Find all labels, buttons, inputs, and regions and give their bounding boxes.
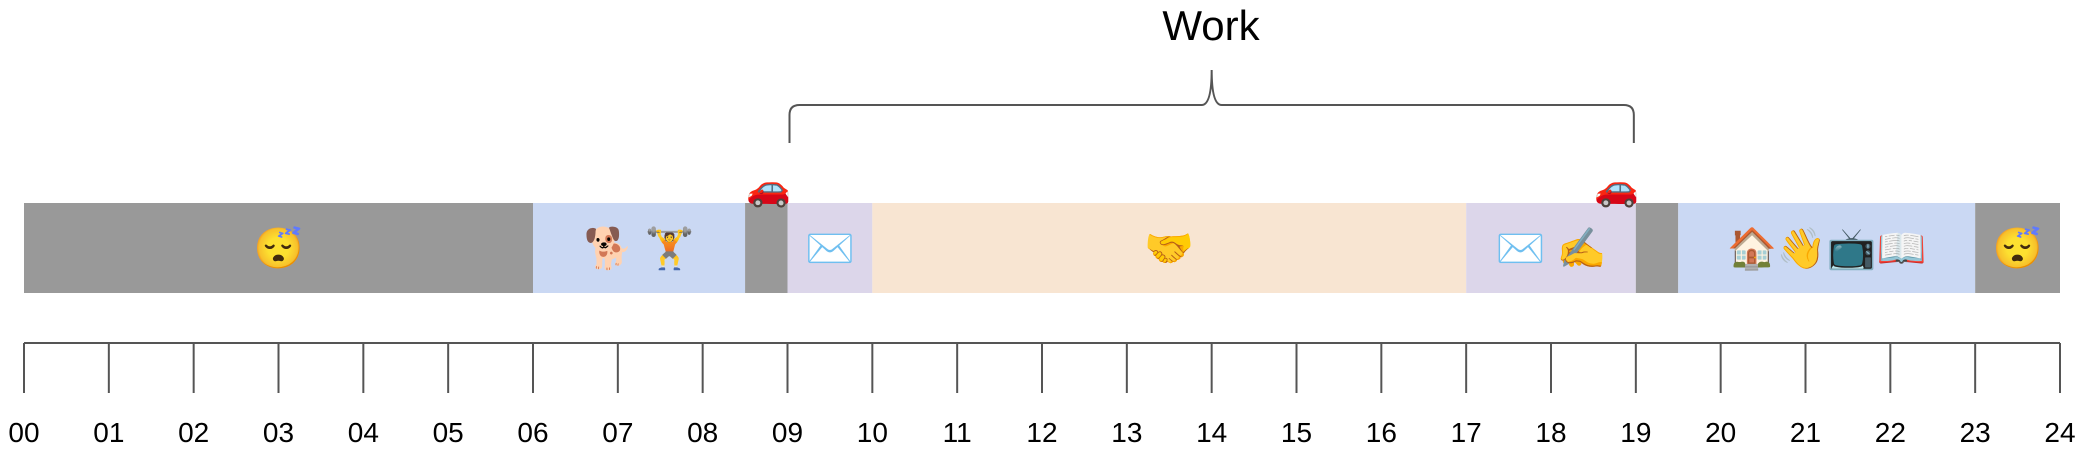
tick-label-10: 10 <box>857 417 888 448</box>
tick-label-13: 13 <box>1111 417 1142 448</box>
tick-label-12: 12 <box>1026 417 1057 448</box>
tick-label-15: 15 <box>1281 417 1312 448</box>
tick-label-03: 03 <box>263 417 294 448</box>
sleeping-face-icon: 😴 <box>1993 225 2043 271</box>
tick-label-17: 17 <box>1451 417 1482 448</box>
segment-meetings: 🤝 <box>872 203 1467 293</box>
tick-label-11: 11 <box>943 417 972 448</box>
segment-bar-email <box>787 203 873 293</box>
segment-sleep: 😴 <box>1975 203 2060 293</box>
segment-bar-commute <box>1635 203 1679 293</box>
segment-bar-sleep <box>24 203 533 293</box>
sleeping-face-icon: 😴 <box>254 225 304 271</box>
segment-bar-home <box>533 203 746 293</box>
tick-label-19: 19 <box>1620 417 1651 448</box>
tick-label-06: 06 <box>517 417 548 448</box>
work-bracket <box>788 69 1635 143</box>
segment-commute <box>1635 203 1679 293</box>
segment-bar-home <box>1678 203 1976 293</box>
segment-bar-commute <box>745 203 788 293</box>
tick-label-05: 05 <box>433 417 464 448</box>
dog-icon-group: 🐕 🏋️ <box>584 225 695 271</box>
segment-email: ✉️ <box>787 203 873 293</box>
tick-label-23: 23 <box>1960 417 1991 448</box>
tick-label-01: 01 <box>93 417 124 448</box>
tick-label-08: 08 <box>687 417 718 448</box>
tick-label-07: 07 <box>602 417 633 448</box>
tick-label-02: 02 <box>178 417 209 448</box>
tick-label-21: 21 <box>1790 417 1821 448</box>
segment-bar-meetings <box>872 203 1467 293</box>
segment-email: ✉️ ✍️ <box>1466 203 1636 293</box>
tick-label-20: 20 <box>1705 417 1736 448</box>
segment-bar-sleep <box>1975 203 2060 293</box>
tick-label-00: 00 <box>8 417 39 448</box>
car-icon: 🚗 <box>746 167 791 208</box>
tick-label-09: 09 <box>772 417 803 448</box>
segment-home: 🏠👋📺📖 <box>1678 203 1976 293</box>
segment-bar-email <box>1466 203 1636 293</box>
tick-label-04: 04 <box>348 417 379 448</box>
tick-label-18: 18 <box>1535 417 1566 448</box>
segment-sleep: 😴 <box>24 203 533 293</box>
segment-commute <box>745 203 788 293</box>
work-title: Work <box>1162 2 1260 49</box>
house-icon-group: 🏠👋📺📖 <box>1727 227 1926 272</box>
envelope-icon: ✉️ <box>805 227 855 271</box>
envelope-icon-group: ✉️ ✍️ <box>1496 227 1607 271</box>
tick-label-14: 14 <box>1196 417 1227 448</box>
car-icon: 🚗 <box>1594 167 1639 208</box>
tick-label-24: 24 <box>2044 417 2075 448</box>
tick-label-16: 16 <box>1366 417 1397 448</box>
segment-home: 🐕 🏋️ <box>533 203 746 293</box>
handshake-icon: 🤝 <box>1144 227 1194 271</box>
tick-label-22: 22 <box>1875 417 1906 448</box>
